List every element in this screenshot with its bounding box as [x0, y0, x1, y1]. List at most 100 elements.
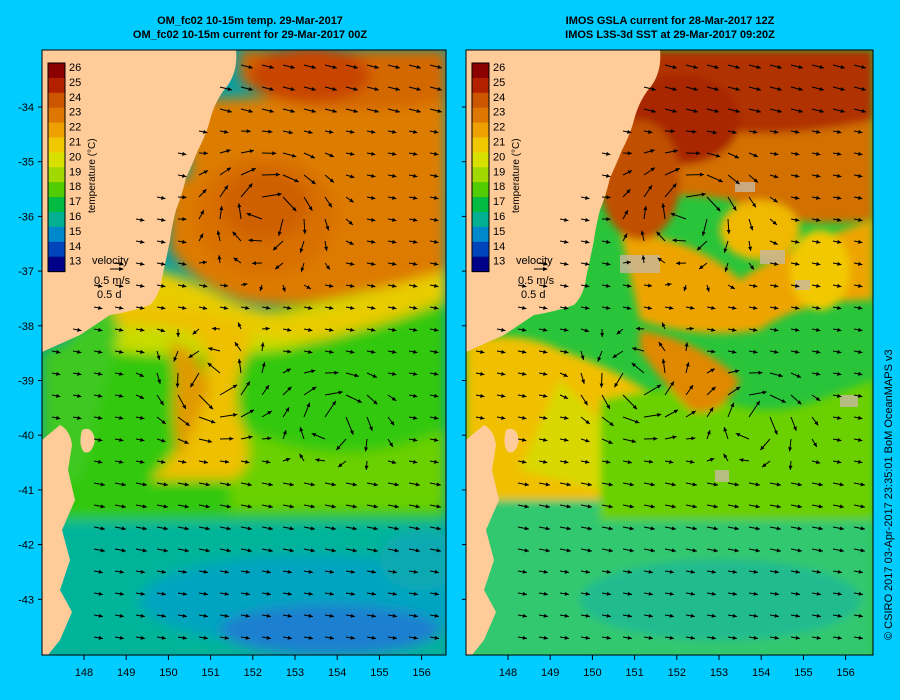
right-title-line1: IMOS GSLA current for 28-Mar-2017 12Z [565, 15, 775, 27]
latitude-tick-label: -38 [18, 321, 34, 333]
left-map-panel [41, 49, 447, 656]
longitude-tick-label: 148 [499, 667, 517, 679]
colorbar-swatch [48, 152, 65, 168]
colorbar-tick-label: 25 [493, 77, 505, 89]
colorbar-tick-label: 23 [69, 107, 81, 119]
colorbar-swatch [472, 92, 489, 109]
mainland-landmass [42, 50, 237, 352]
right-longitude-axis: 148 149 150 151 152 153 154 155 156 [499, 655, 855, 679]
longitude-tick-label: 149 [117, 667, 135, 679]
left-title-line1: OM_fc02 10-15m temp. 29-Mar-2017 [157, 15, 343, 27]
colorbar-tick-label: 18 [493, 181, 505, 193]
longitude-tick-label: 151 [625, 667, 643, 679]
colorbar-tick-label: 14 [69, 241, 81, 253]
right-map-panel [465, 49, 874, 656]
colorbar-swatch [472, 152, 489, 168]
longitude-tick-label: 150 [159, 667, 177, 679]
colorbar-swatch [472, 107, 489, 124]
colorbar-swatch [48, 92, 65, 109]
colorbar-tick-label: 16 [69, 211, 81, 223]
colorbar-swatch [472, 77, 489, 94]
left-title-line2: OM_fc02 10-15m current for 29-Mar-2017 0… [132, 29, 368, 41]
velocity-speed: 0.5 m/s [518, 275, 555, 287]
colorbar-swatch [472, 122, 489, 138]
colorbar-tick-label: 14 [493, 241, 505, 253]
colorbar-tick-label: 21 [493, 137, 505, 149]
colorbar-tick-label: 17 [69, 196, 81, 208]
longitude-tick-label: 149 [541, 667, 559, 679]
latitude-tick-label: -34 [18, 102, 34, 114]
colorbar-tick-label: 15 [69, 226, 81, 238]
colorbar-swatch [472, 256, 489, 273]
longitude-tick-label: 156 [836, 667, 854, 679]
colorbar-swatch [48, 182, 65, 198]
colorbar-tick-label: 20 [69, 151, 81, 163]
colorbar-swatch [472, 197, 489, 213]
colorbar-tick-label: 26 [69, 62, 81, 74]
left-panel-title: OM_fc02 10-15m temp. 29-Mar-2017 OM_fc02… [40, 14, 460, 42]
colorbar-tick-label: 24 [69, 92, 81, 104]
colorbar-tick-label: 22 [493, 122, 505, 134]
latitude-tick-label: -36 [18, 211, 34, 223]
colorbar-swatch [472, 167, 489, 183]
right-panel-title: IMOS GSLA current for 28-Mar-2017 12Z IM… [460, 14, 880, 42]
latitude-tick-label: -40 [18, 430, 34, 442]
left-velocity-legend: velocity 0.5 m/s 0.5 d [92, 255, 131, 301]
colorbar-swatch [48, 212, 65, 228]
colorbar-title: temperature (°C) [511, 138, 522, 213]
longitude-tick-label: 154 [752, 667, 770, 679]
velocity-duration: 0.5 d [521, 289, 545, 301]
right-arrows [475, 64, 866, 640]
colorbar-swatch [48, 137, 65, 153]
colorbar-swatch [48, 107, 65, 124]
colorbar-swatch [48, 122, 65, 138]
colorbar-tick-label: 13 [69, 256, 81, 268]
longitude-tick-label: 156 [412, 667, 430, 679]
colorbar-swatch [472, 63, 489, 79]
velocity-label: velocity [92, 255, 129, 267]
longitude-tick-label: 153 [710, 667, 728, 679]
colorbar-tick-label: 17 [493, 196, 505, 208]
colorbar-tick-label: 20 [493, 151, 505, 163]
left-colorbar: 26 25 24 23 22 21 20 19 18 17 16 15 14 13 temperature … [47, 62, 98, 273]
right-title-line2: IMOS L3S-3d SST at 29-Mar-2017 09:20Z [565, 29, 775, 41]
longitude-tick-label: 154 [328, 667, 346, 679]
longitude-tick-label: 153 [286, 667, 304, 679]
colorbar-tick-label: 16 [493, 211, 505, 223]
tasmania-landmass [42, 425, 75, 655]
longitude-tick-label: 155 [794, 667, 812, 679]
velocity-speed: 0.5 m/s [94, 275, 131, 287]
colorbar-swatch [48, 256, 65, 273]
colorbar-swatch [48, 226, 65, 243]
colorbar-swatch [472, 137, 489, 153]
longitude-tick-label: 155 [370, 667, 388, 679]
colorbar-swatch [472, 182, 489, 198]
colorbar-tick-label: 19 [493, 166, 505, 178]
colorbar-tick-label: 24 [493, 92, 505, 104]
credit-text: © CSIRO 2017 03-Apr-2017 23:35:01 BoM Oc… [883, 349, 895, 640]
colorbar-swatch [472, 212, 489, 228]
colorbar-tick-label: 23 [493, 107, 505, 119]
latitude-tick-label: -43 [18, 594, 34, 606]
latitude-tick-label: -41 [18, 485, 34, 497]
latitude-tick-label: -39 [18, 376, 34, 388]
velocity-label: velocity [516, 255, 553, 267]
colorbar-tick-label: 26 [493, 62, 505, 74]
colorbar-swatch [48, 77, 65, 94]
colorbar-swatch [48, 167, 65, 183]
left-arrows [51, 64, 442, 640]
velocity-duration: 0.5 d [97, 289, 121, 301]
colorbar-swatch [472, 226, 489, 243]
colorbar-title: temperature (°C) [87, 138, 98, 213]
colorbar-tick-label: 13 [493, 256, 505, 268]
longitude-tick-label: 152 [668, 667, 686, 679]
colorbar-tick-label: 19 [69, 166, 81, 178]
colorbar-swatch [472, 241, 489, 258]
latitude-tick-label: -37 [18, 266, 34, 278]
latitude-tick-label: -42 [18, 540, 34, 552]
colorbar-tick-label: 15 [493, 226, 505, 238]
latitude-axis: -34 -35 -36 -37 -38 -39 -40 -41 -42 -43 [18, 102, 466, 606]
left-longitude-axis: 148 149 150 151 152 153 154 155 156 [75, 655, 431, 679]
colorbar-tick-label: 22 [69, 122, 81, 134]
